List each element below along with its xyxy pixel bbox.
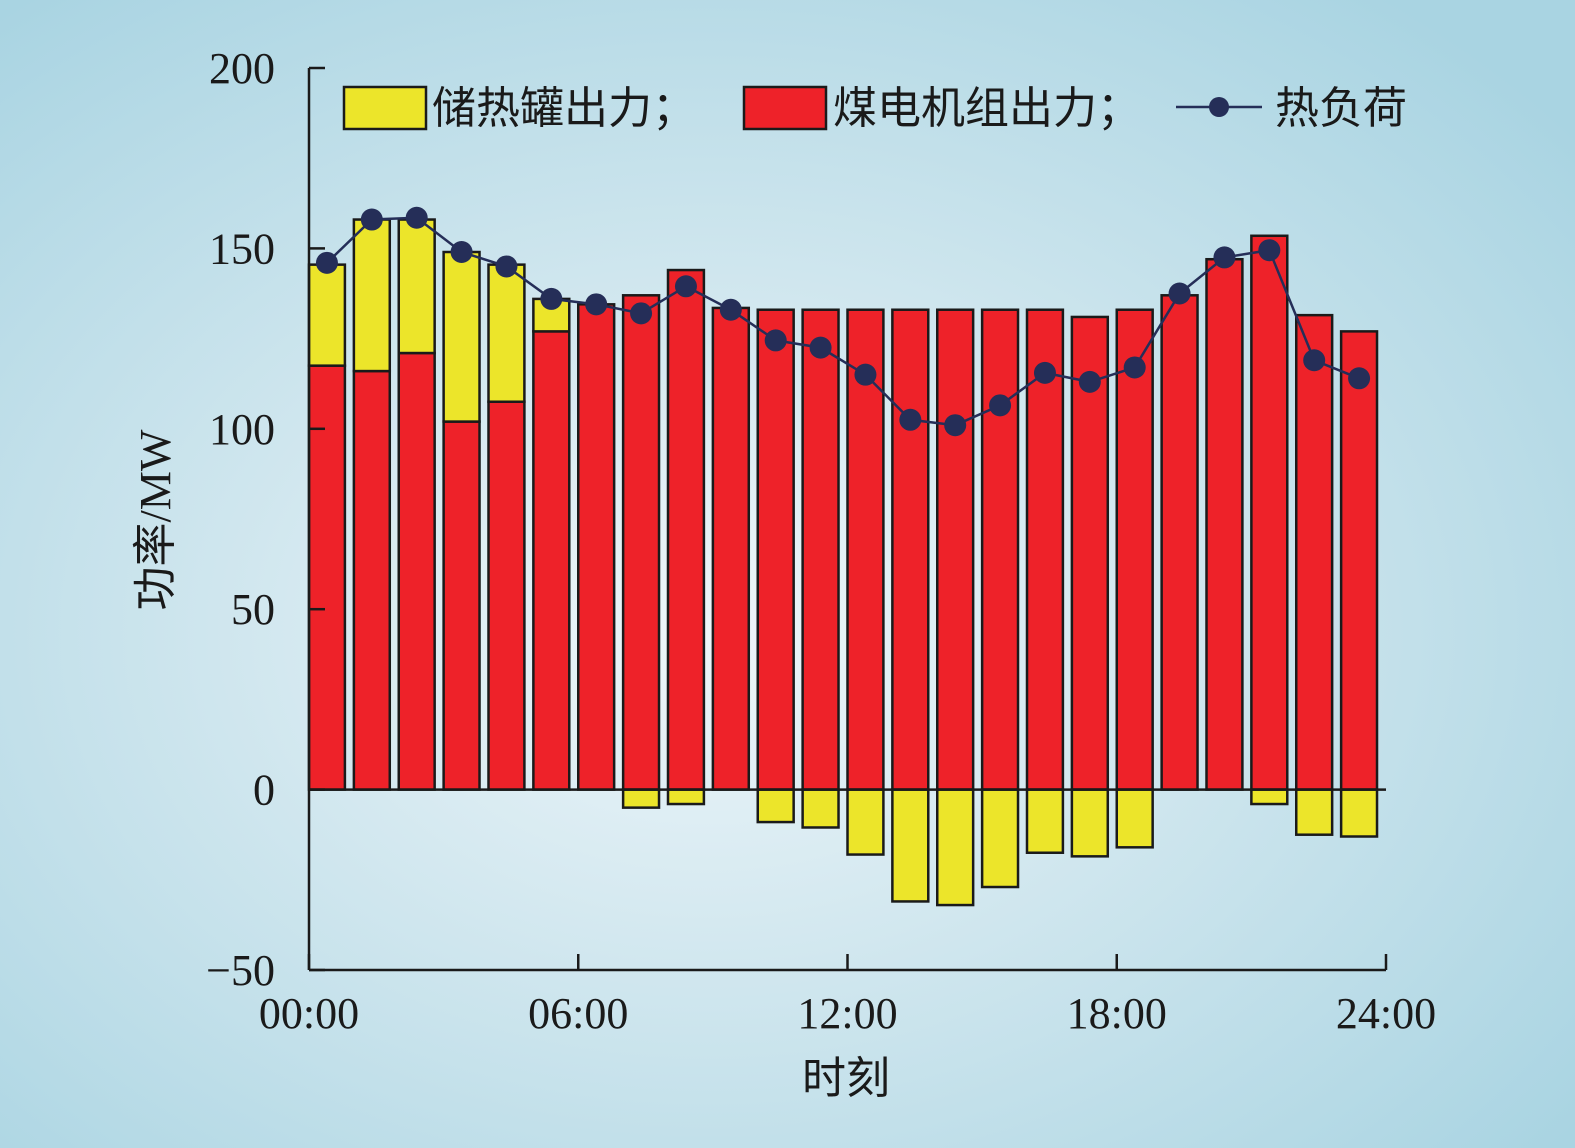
legend: 储热罐出力； 煤电机组出力； 热负荷 (342, 84, 1407, 133)
bar-storage-23 (1295, 788, 1334, 836)
bar-coal-9 (666, 268, 706, 791)
heat-load-point-2 (360, 208, 383, 231)
y-axis-label: 功率/MW (131, 429, 180, 610)
bar-coal-21 (1205, 257, 1244, 791)
legend-label-heat: 热负荷 (1275, 84, 1407, 133)
y-tick-label: 50 (231, 585, 275, 634)
bar-storage-19 (1115, 788, 1154, 849)
bar-storage-2 (352, 218, 392, 373)
bar-coal-12 (801, 308, 840, 791)
heat-load-point-3 (405, 206, 428, 229)
heat-load-point-6 (540, 287, 563, 310)
bar-storage-8 (621, 788, 661, 809)
bar-coal-6 (532, 330, 571, 791)
heat-load-point-21 (1213, 246, 1236, 269)
heat-load-point-1 (315, 251, 338, 274)
bar-storage-11 (756, 788, 795, 824)
heat-load-point-9 (674, 275, 697, 298)
bar-coal-14 (891, 308, 930, 791)
heat-load-point-8 (630, 302, 653, 325)
heat-load-point-20 (1168, 282, 1191, 305)
bar-coal-2 (352, 369, 392, 791)
x-tick-label: 00:00 (259, 989, 359, 1038)
heat-load-point-7 (585, 293, 608, 316)
y-tick-label: 0 (253, 766, 275, 815)
bar-storage-9 (666, 788, 706, 806)
bar-coal-8 (621, 294, 661, 791)
axes-layer: −50 0 50 100 150 200 00:00 06:00 12:00 18:00 24:00 (206, 44, 1436, 1038)
bar-storage-12 (801, 788, 840, 829)
heat-load-point-14 (899, 408, 922, 431)
bar-storage-1 (307, 263, 347, 367)
heat-load-point-19 (1123, 356, 1146, 379)
bar-coal-10 (711, 306, 751, 791)
bar-storage-13 (846, 788, 885, 856)
bar-storage-4 (442, 250, 481, 423)
bar-coal-17 (1025, 308, 1065, 791)
bar-storage-15 (936, 788, 975, 907)
heat-load-point-10 (719, 298, 742, 321)
heat-load-point-22 (1258, 239, 1281, 262)
x-tick-label: 18:00 (1067, 989, 1167, 1038)
heat-load-point-17 (1033, 361, 1056, 384)
bar-storage-14 (891, 788, 930, 903)
bar-coal-19 (1115, 308, 1154, 791)
legend-marker-heat (1209, 97, 1229, 117)
heat-load-point-23 (1303, 349, 1326, 372)
heat-load-line (326, 216, 1360, 427)
x-tick-label: 24:00 (1336, 989, 1436, 1038)
bar-storage-16 (980, 788, 1020, 889)
bar-coal-16 (980, 308, 1020, 791)
y-tick-label: 150 (209, 224, 275, 273)
heat-load-point-13 (854, 363, 877, 386)
bar-storage-24 (1339, 788, 1379, 838)
bar-storage-22 (1250, 788, 1289, 806)
legend-label-coal: 煤电机组出力； (833, 84, 1141, 133)
x-tick-label: 12:00 (797, 989, 897, 1038)
heat-load-point-5 (495, 255, 518, 278)
bars-layer (307, 218, 1379, 907)
bar-coal-5 (487, 400, 526, 791)
heat-load-point-24 (1348, 367, 1371, 390)
bar-storage-3 (397, 218, 436, 355)
line-layer (315, 206, 1371, 437)
y-tick-label: 100 (209, 405, 275, 454)
bar-coal-7 (577, 303, 616, 791)
heat-load-point-18 (1078, 370, 1101, 393)
x-axis-label: 时刻 (802, 1054, 890, 1103)
x-tick-label: 06:00 (528, 989, 628, 1038)
y-tick-label: −50 (206, 946, 275, 995)
bar-storage-17 (1025, 788, 1065, 854)
heat-load-point-4 (450, 241, 473, 264)
bar-storage-18 (1070, 788, 1110, 858)
legend-label-storage: 储热罐出力； (432, 84, 696, 133)
legend-swatch-storage (342, 85, 428, 131)
legend-swatch-coal (742, 85, 828, 131)
bar-coal-22 (1250, 234, 1289, 791)
heat-load-point-15 (944, 414, 967, 437)
bar-coal-24 (1339, 330, 1379, 791)
heat-load-point-16 (989, 394, 1012, 417)
bar-storage-5 (487, 263, 526, 403)
bar-coal-4 (442, 420, 481, 791)
heat-load-point-11 (764, 329, 787, 352)
heat-load-point-12 (809, 336, 832, 359)
y-tick-label: 200 (209, 44, 275, 93)
bar-coal-15 (936, 308, 975, 791)
bar-coal-11 (756, 308, 795, 791)
bar-coal-3 (397, 351, 436, 791)
bar-coal-23 (1295, 313, 1334, 791)
bar-coal-20 (1160, 294, 1199, 791)
